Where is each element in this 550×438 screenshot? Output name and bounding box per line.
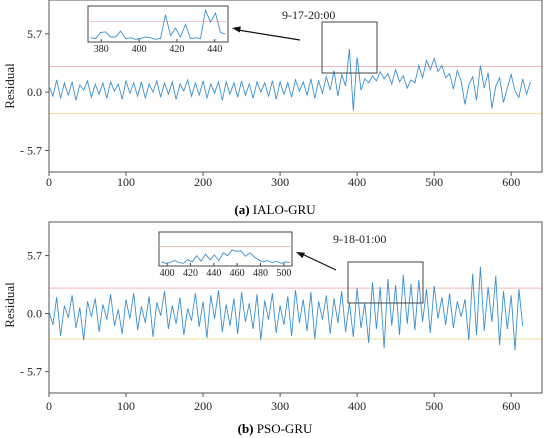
annotation-label: 9-17-20:00 — [282, 8, 335, 22]
x-tick-label: 100 — [117, 399, 135, 413]
inset-x-tick-label: 480 — [253, 268, 268, 279]
y-axis-label: Residual — [2, 63, 17, 109]
pointer-arrow-head — [232, 26, 241, 33]
inset-x-tick-label: 400 — [132, 44, 147, 55]
pointer-arrow-line — [301, 253, 337, 271]
x-tick-label: 300 — [271, 175, 289, 189]
inset-x-tick-label: 420 — [169, 44, 184, 55]
zoom-region-box — [347, 261, 424, 304]
inset-x-tick-label: 400 — [160, 268, 175, 279]
y-tick-label: 5.7 — [27, 27, 42, 41]
annotation-label: 9-18-01:00 — [333, 232, 386, 246]
caption-b: (b) PSO-GRU — [0, 421, 550, 437]
inset-x-tick-label: 380 — [94, 44, 109, 55]
pointer-arrow-line — [237, 29, 301, 41]
caption-a-tag: (a) — [234, 202, 250, 217]
x-tick-label: 100 — [117, 175, 135, 189]
pointer-arrow-head — [296, 252, 305, 259]
inset-x-tick-label: 460 — [230, 268, 245, 279]
x-tick-label: 300 — [271, 399, 289, 413]
inset-x-tick-label: 500 — [276, 268, 291, 279]
x-tick-label: 500 — [425, 399, 443, 413]
residual-series-line — [48, 49, 531, 111]
x-tick-label: 400 — [348, 175, 366, 189]
y-axis-label: Residual — [2, 282, 17, 328]
inset-x-tick-label: 420 — [183, 268, 198, 279]
y-tick-label: 0.0 — [27, 85, 42, 99]
x-tick-label: 600 — [502, 399, 520, 413]
y-tick-label: - 5.7 — [20, 365, 42, 379]
caption-a-text: IALO-GRU — [252, 202, 316, 217]
x-tick-label: 200 — [194, 399, 212, 413]
inset-x-tick-label: 440 — [207, 44, 222, 55]
x-tick-label: 0 — [46, 175, 52, 189]
zoom-region-box — [321, 21, 378, 74]
x-tick-label: 600 — [502, 175, 520, 189]
plot-area-frame — [48, 221, 543, 394]
y-tick-label: 5.7 — [27, 249, 42, 263]
caption-b-tag: (b) — [237, 421, 254, 436]
caption-b-text: PSO-GRU — [256, 421, 313, 436]
inset-frame — [87, 5, 229, 43]
caption-a: (a) IALO-GRU — [0, 202, 550, 218]
inset-x-tick-label: 440 — [206, 268, 221, 279]
x-tick-label: 400 — [348, 399, 366, 413]
inset-frame — [158, 231, 293, 267]
chart-panel-a: 0 100 200 300 400 500 600 5.7 0.0 - 5.7 Residual 9-… — [2, 0, 543, 189]
y-tick-label: - 5.7 — [20, 144, 42, 158]
x-tick-label: 0 — [46, 399, 52, 413]
inset-series-line — [161, 249, 290, 264]
residual-series-line — [48, 266, 524, 351]
x-tick-label: 500 — [425, 175, 443, 189]
x-tick-label: 200 — [194, 175, 212, 189]
y-tick-label: 0.0 — [27, 307, 42, 321]
chart-panel-b: 0 100 200 300 400 500 600 5.7 0.0 - 5.7 Residual 9-… — [2, 221, 543, 413]
inset-series-line — [90, 8, 226, 40]
